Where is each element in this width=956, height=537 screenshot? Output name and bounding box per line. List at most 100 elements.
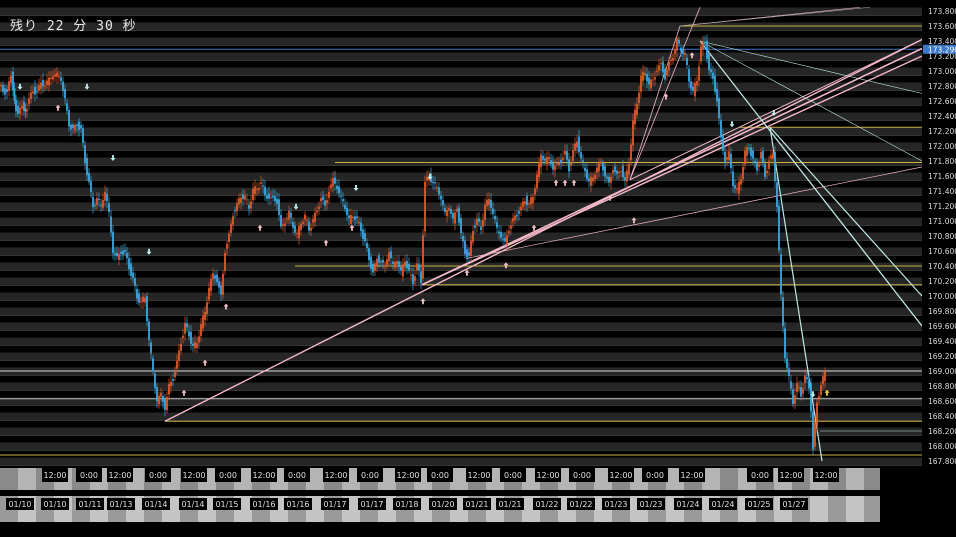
candle-body [196,343,198,348]
candle-body [560,159,562,164]
candle-body [486,199,488,206]
date-tick-label: 01/10 [43,500,66,509]
candle-body [788,368,790,376]
candle-body [256,188,258,190]
up-arrow-icon [689,52,695,59]
candle-body [13,88,16,101]
candle-body [692,86,694,91]
candle-body [796,383,798,392]
candle-body [262,185,264,187]
y-tick-label: 169.800 [928,307,956,316]
candle-body [19,107,21,114]
candle-body [0,84,2,86]
candle-body [384,265,386,267]
x-tick-label: 0:00 [573,471,591,480]
grid-band [0,247,922,256]
candle-body [660,63,662,65]
candle-body [712,72,714,79]
candle-body [798,387,800,389]
candle-body [736,188,738,190]
candle-body [374,263,376,271]
candle-body [794,395,796,404]
candle-body [226,243,228,249]
candle-body [222,273,224,295]
trend-line [629,25,681,180]
candle-body [266,195,268,199]
x-tick-label: 12:00 [536,471,559,480]
grid-band [0,112,922,121]
date-tick-label: 01/24 [711,500,734,509]
candle-body [544,158,546,161]
y-tick-label: 169.400 [928,337,956,346]
candle-body [456,208,458,212]
grid-band [0,442,922,451]
candle-body [562,157,564,160]
y-tick-label: 173.000 [928,67,956,76]
candle-body [492,208,494,214]
candle-body [46,80,48,86]
candle-body [54,74,56,77]
candle-body [810,383,812,412]
candle-body [726,157,728,160]
candle-body [608,176,610,183]
candle-body [98,198,100,201]
candle-body [244,195,246,200]
y-tick-label: 170.800 [928,232,956,241]
candle-body [516,214,518,217]
candle-body [364,233,366,242]
up-arrow-icon [663,93,669,100]
candle-body [232,216,234,225]
candle-body [580,152,582,159]
candle-body [366,243,368,249]
date-tick-bg [429,498,457,510]
date-tick-label: 01/16 [252,500,275,509]
candle-body [88,172,90,182]
date-tick-label: 01/23 [639,500,662,509]
candle-body [150,342,152,354]
candle-body [628,163,630,175]
candle-body [168,383,170,395]
candle-body [396,261,398,265]
current-price-box [923,44,956,54]
candle-body [630,144,632,161]
price-axis: 173.800 173.600 173.400 173.200 173.000 172.8… [922,0,956,470]
time-cell [594,468,612,490]
candle-body [388,252,390,262]
candle-body [552,161,554,170]
y-tick-label: 169.200 [928,352,956,361]
candle-body [278,199,280,216]
candle-body [206,302,208,314]
up-arrow-icon [571,179,577,186]
x-tick-bg [76,468,102,482]
candle-body [120,251,122,254]
candle-body [556,163,558,165]
candle-body [116,252,118,257]
candle-body [764,163,766,177]
candle-body [782,297,784,327]
date-tick-label: 01/14 [181,500,204,509]
candle-body [750,147,752,157]
x-tick-bg [107,468,133,482]
candle-body [142,296,144,303]
candle-body [320,198,322,202]
candle-body [322,196,324,201]
candle-body [170,381,172,387]
candle-body [68,110,70,127]
candle-body [104,191,106,201]
candle-body [58,76,60,78]
candle-body [208,288,210,300]
candle-body [514,215,516,220]
candle-body [80,125,82,129]
candle-body [17,105,19,115]
x-tick-label: 12:00 [324,471,347,480]
candle-body [152,358,154,372]
candle-body [426,176,428,181]
date-tick-bg [463,498,491,510]
candle-body [28,98,30,104]
candle-body [340,195,342,197]
candle-body [250,201,252,209]
candle-body [100,205,102,207]
x-tick-bg [357,468,383,482]
date-tick-bg [674,498,702,510]
